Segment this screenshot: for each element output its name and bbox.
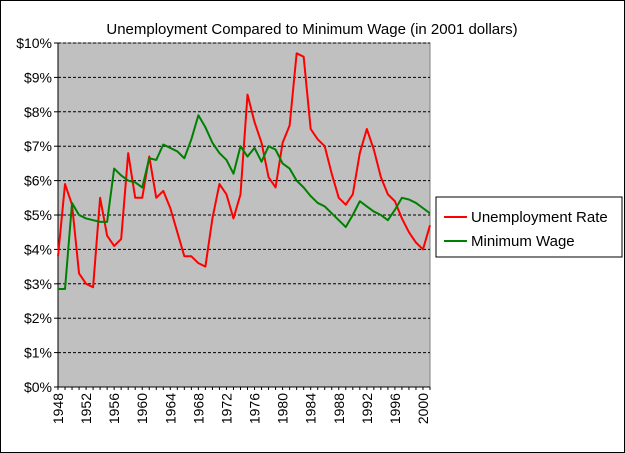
legend-label-minimum-wage: Minimum Wage: [471, 233, 575, 250]
x-tick-label: 1988: [331, 393, 347, 424]
x-tick-label: 1948: [50, 393, 66, 424]
x-tick-label: 1984: [303, 393, 319, 424]
series-line-unemployment-rate: [57, 52, 431, 289]
x-tick-label: 1980: [275, 393, 291, 424]
x-tick-label: 1976: [247, 393, 263, 424]
x-tick-label: 1992: [359, 393, 375, 424]
x-tick-label: 2000: [415, 393, 431, 424]
legend-label-unemployment: Unemployment Rate: [471, 209, 608, 226]
x-tick-label: 1952: [78, 393, 94, 424]
legend: Unemployment Rate Minimum Wage: [435, 196, 623, 258]
x-tick-label: 1968: [190, 393, 206, 424]
y-tick-label: $10%: [16, 35, 52, 51]
x-tick-label: 1956: [106, 393, 122, 424]
y-tick-label: $7%: [24, 138, 52, 154]
axes: $0% $1% $2% $3% $4% $5% $6% $7% $8% $9% $10% 1948 19…: [16, 35, 431, 424]
x-tick-label: 1964: [162, 393, 178, 424]
y-tick-label: $0%: [24, 379, 52, 395]
y-tick-label: $8%: [24, 104, 52, 120]
y-tick-label: $3%: [24, 276, 52, 292]
series-line-minimum-wage: [58, 114, 431, 290]
y-tick-label: $9%: [24, 69, 52, 85]
grid-lines: [58, 42, 430, 354]
y-tick-label: $5%: [24, 207, 52, 223]
x-tick-label: 1972: [218, 393, 234, 424]
x-tick-label: 1960: [134, 393, 150, 424]
y-tick-label: $4%: [24, 241, 52, 257]
y-tick-label: $1%: [24, 345, 52, 361]
legend-box: [435, 196, 623, 258]
chart-title: Unemployment Compared to Minimum Wage (i…: [106, 21, 517, 38]
y-tick-label: $2%: [24, 310, 52, 326]
x-tick-label: 1996: [387, 393, 403, 424]
y-tick-label: $6%: [24, 173, 52, 189]
series-lines: [57, 52, 431, 290]
